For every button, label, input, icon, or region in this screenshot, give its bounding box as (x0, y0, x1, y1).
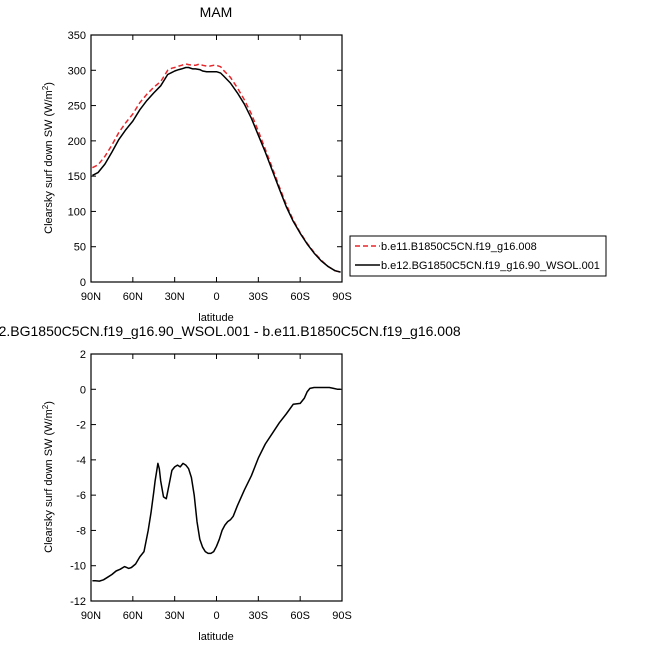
top-series-line-0 (92, 63, 341, 273)
bottom-y-tick-label: 2 (80, 349, 86, 361)
bottom-plot-area: -12 -10 -8 -6 -4 -2 0 2 90N 60N 30N 0 30S 60S 90S (70, 349, 352, 622)
legend: b.e11.B1850C5CN.f19_g16.008 b.e12.BG1850… (349, 235, 607, 277)
bottom-x-tick-label: 60N (123, 610, 143, 622)
bottom-x-tick-label: 0 (213, 610, 219, 622)
top-y-tick-label: 250 (68, 101, 86, 113)
bottom-x-tick-label: 30N (165, 610, 185, 622)
bottom-panel: b.e12.BG1850C5CN.f19_g16.90_WSOL.001 - b… (0, 323, 461, 643)
top-y-tick-label: 350 (68, 30, 86, 42)
top-x-tick-label: 60S (290, 291, 310, 303)
top-y-axis-label: Clearsky surf down SW (W/m2) (41, 82, 55, 234)
top-x-axis-label: latitude (198, 312, 233, 324)
bottom-y-tick-label: -12 (70, 596, 86, 608)
top-y-tick-label: 150 (68, 171, 86, 183)
bottom-y-tick-label: -4 (76, 455, 86, 467)
bottom-x-axis-label: latitude (198, 631, 233, 643)
top-series-line-1 (92, 66, 341, 273)
top-y-tick-label: 200 (68, 136, 86, 148)
bottom-x-tick-label: 90N (81, 610, 101, 622)
top-chart-title: MAM (200, 4, 233, 20)
bottom-plot-frame (90, 353, 343, 602)
top-panel: MAM 0 50 100 150 200 250 300 350 90N 60N 30N 0 30S 60… (41, 4, 352, 324)
top-y-tick-label: 300 (68, 65, 86, 77)
bottom-y-tick-label: -8 (76, 525, 86, 537)
top-x-tick-label: 90N (81, 291, 101, 303)
top-x-tick-label: 90S (332, 291, 352, 303)
legend-box (349, 235, 607, 277)
top-y-tick-label: 100 (68, 206, 86, 218)
top-x-tick-label: 30S (249, 291, 269, 303)
bottom-y-tick-label: -2 (76, 420, 86, 432)
legend-label-control: b.e11.B1850C5CN.f19_g16.008 (381, 241, 537, 253)
bottom-y-axis-label: Clearsky surf down SW (W/m2) (41, 401, 55, 553)
top-y-tick-label: 0 (80, 277, 86, 289)
bottom-y-tick-label: -6 (76, 490, 86, 502)
legend-label-experiment: b.e12.BG1850C5CN.f19_g16.90_WSOL.001 (381, 260, 600, 272)
bottom-series-line-0 (92, 386, 341, 582)
bottom-y-tick-label: -10 (70, 561, 86, 573)
bottom-x-tick-label: 90S (332, 610, 352, 622)
top-x-tick-label: 30N (165, 291, 185, 303)
top-y-tick-label: 50 (74, 242, 86, 254)
bottom-x-tick-label: 30S (249, 610, 269, 622)
bottom-x-tick-label: 60S (290, 610, 310, 622)
bottom-y-tick-label: 0 (80, 384, 86, 396)
top-x-tick-label: 60N (123, 291, 143, 303)
top-x-tick-label: 0 (213, 291, 219, 303)
top-plot-area: 0 50 100 150 200 250 300 350 90N 60N 30N 0 30S 60S 90S (68, 30, 352, 303)
bottom-chart-title: b.e12.BG1850C5CN.f19_g16.90_WSOL.001 - b… (0, 323, 461, 339)
